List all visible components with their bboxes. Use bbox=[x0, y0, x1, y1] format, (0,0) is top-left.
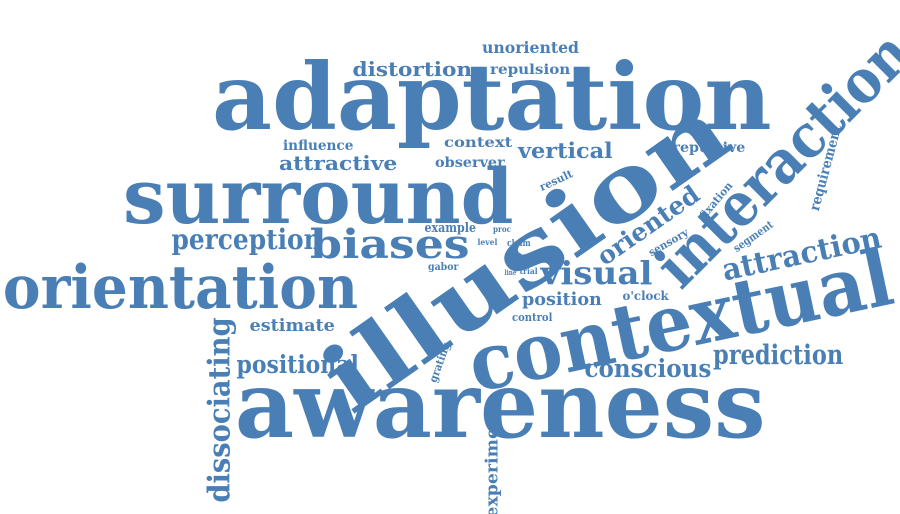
word-conscious: conscious bbox=[584, 353, 712, 383]
word-adaptation: adaptation bbox=[212, 43, 772, 151]
word-gabor: gabor bbox=[428, 262, 459, 273]
word-position: position bbox=[521, 289, 602, 310]
word-repulsion: repulsion bbox=[489, 62, 571, 78]
word-biases: biases bbox=[310, 221, 470, 268]
word-control: control bbox=[512, 310, 553, 324]
word-claim: claim bbox=[506, 238, 531, 249]
word-estimate: estimate bbox=[249, 315, 335, 336]
word-observer: observer bbox=[435, 155, 505, 171]
word-attractive: attractive bbox=[278, 151, 398, 175]
word-proc: proc bbox=[493, 224, 512, 234]
word-orientation: orientation bbox=[2, 253, 358, 323]
word-line: line bbox=[503, 267, 516, 277]
word-positional: positional bbox=[235, 349, 359, 379]
word-distortion: distortion bbox=[352, 57, 472, 81]
word-dissociating: dissociating bbox=[202, 317, 238, 503]
word-surround: surround bbox=[122, 152, 514, 241]
word-visual: visual bbox=[539, 254, 652, 292]
word-perception: perception bbox=[170, 223, 322, 256]
word-level: level bbox=[477, 237, 497, 247]
word-experiment: experiment bbox=[482, 406, 503, 514]
word-context: context bbox=[443, 135, 513, 151]
word-vertical: vertical bbox=[517, 137, 613, 163]
word-prediction: prediction bbox=[713, 339, 844, 371]
word-influence: influence bbox=[283, 138, 354, 154]
word-repulsive: repulsive bbox=[672, 140, 746, 156]
word-trial: trial bbox=[519, 266, 538, 276]
word-example: example bbox=[423, 220, 476, 236]
word-awareness: awareness bbox=[234, 351, 766, 459]
word-oclock: o'clock bbox=[621, 289, 669, 303]
word-unoriented: unoriented bbox=[481, 38, 579, 57]
